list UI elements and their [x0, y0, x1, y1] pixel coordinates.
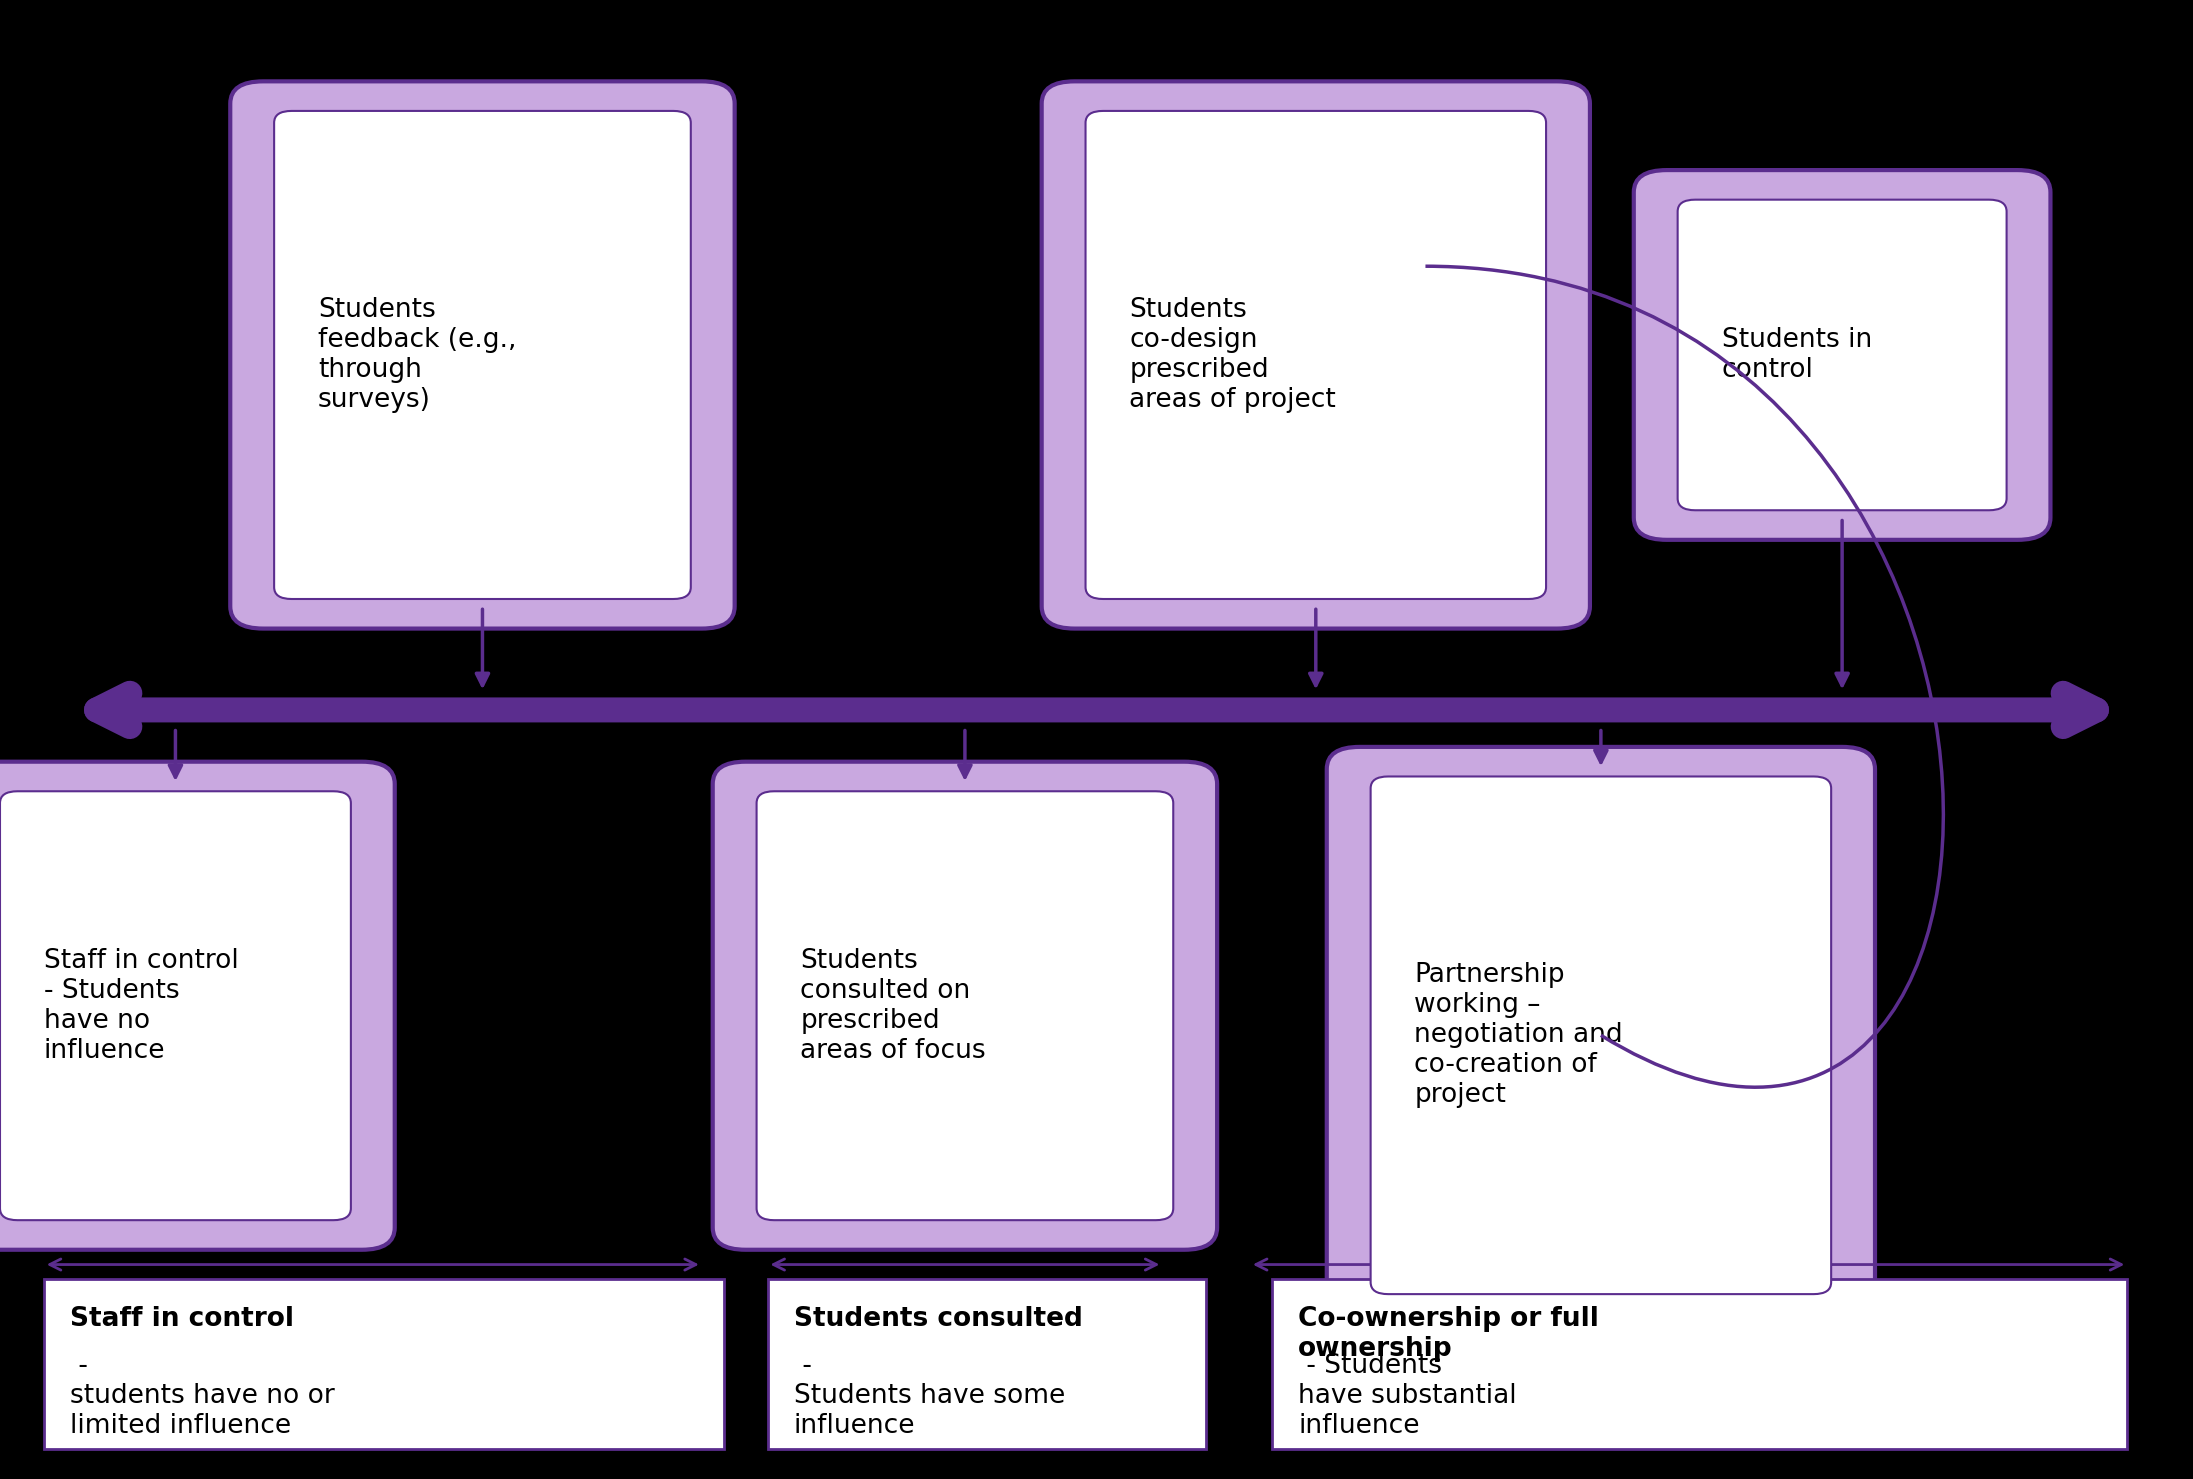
FancyBboxPatch shape — [1086, 111, 1546, 599]
Text: Students
co-design
prescribed
areas of project: Students co-design prescribed areas of p… — [1129, 297, 1336, 413]
Text: Partnership
working –
negotiation and
co-creation of
project: Partnership working – negotiation and co… — [1414, 963, 1623, 1108]
FancyBboxPatch shape — [1042, 81, 1590, 629]
Text: Students
feedback (e.g.,
through
surveys): Students feedback (e.g., through surveys… — [318, 297, 518, 413]
FancyBboxPatch shape — [1371, 776, 1831, 1294]
FancyBboxPatch shape — [230, 81, 735, 629]
FancyBboxPatch shape — [713, 762, 1217, 1250]
Text: Staff in control: Staff in control — [70, 1306, 294, 1333]
Text: -
students have no or
limited influence: - students have no or limited influence — [70, 1353, 336, 1439]
Text: Co-ownership or full
ownership: Co-ownership or full ownership — [1298, 1306, 1599, 1362]
Text: Students in
control: Students in control — [1722, 327, 1873, 383]
Text: -
Students have some
influence: - Students have some influence — [794, 1353, 1066, 1439]
FancyBboxPatch shape — [0, 791, 351, 1220]
FancyBboxPatch shape — [44, 1279, 724, 1449]
Text: Students
consulted on
prescribed
areas of focus: Students consulted on prescribed areas o… — [800, 948, 987, 1063]
Text: Staff in control
- Students
have no
influence: Staff in control - Students have no infl… — [44, 948, 239, 1063]
Text: Students consulted: Students consulted — [794, 1306, 1083, 1333]
FancyBboxPatch shape — [0, 762, 395, 1250]
FancyBboxPatch shape — [274, 111, 691, 599]
FancyBboxPatch shape — [1678, 200, 2007, 510]
FancyBboxPatch shape — [757, 791, 1173, 1220]
FancyBboxPatch shape — [1327, 747, 1875, 1324]
FancyBboxPatch shape — [1272, 1279, 2127, 1449]
Text: - Students
have substantial
influence: - Students have substantial influence — [1298, 1353, 1518, 1439]
FancyBboxPatch shape — [1634, 170, 2050, 540]
FancyBboxPatch shape — [768, 1279, 1206, 1449]
